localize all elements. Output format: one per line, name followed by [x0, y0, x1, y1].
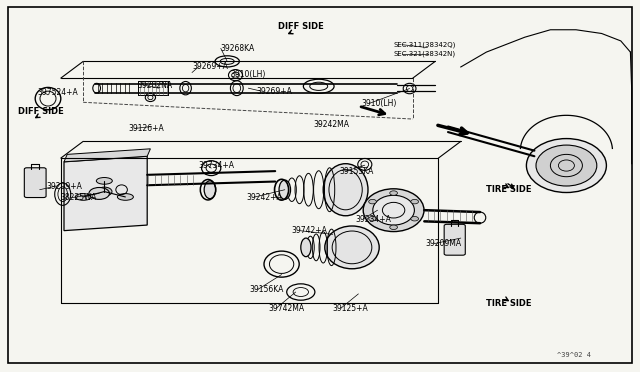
Ellipse shape — [372, 195, 415, 225]
Text: 39269+A: 39269+A — [256, 87, 292, 96]
Ellipse shape — [325, 226, 379, 269]
Text: 39269+A: 39269+A — [192, 62, 228, 71]
Text: SEC.311(38342Q): SEC.311(38342Q) — [394, 41, 456, 48]
Text: 397524+A: 397524+A — [37, 88, 78, 97]
Text: 39209+A: 39209+A — [46, 182, 82, 190]
Text: 39734+A: 39734+A — [198, 161, 234, 170]
Circle shape — [411, 217, 419, 221]
FancyBboxPatch shape — [24, 168, 46, 198]
Polygon shape — [64, 156, 147, 231]
Ellipse shape — [204, 181, 216, 199]
Circle shape — [97, 187, 112, 196]
Text: 3910(LH): 3910(LH) — [230, 70, 266, 79]
Text: ^39^02 4: ^39^02 4 — [557, 352, 591, 358]
Text: 39742MA: 39742MA — [269, 304, 305, 312]
Text: 39268KA: 39268KA — [221, 44, 255, 53]
Ellipse shape — [364, 189, 424, 231]
Text: 39126+A: 39126+A — [128, 124, 164, 133]
Text: 39242+A: 39242+A — [246, 193, 282, 202]
Ellipse shape — [97, 177, 113, 184]
Ellipse shape — [76, 193, 92, 200]
Text: 39156KA: 39156KA — [250, 285, 284, 294]
Polygon shape — [64, 149, 150, 162]
Text: 39234+A: 39234+A — [355, 215, 391, 224]
Ellipse shape — [117, 193, 133, 200]
Text: 39742+A: 39742+A — [291, 226, 327, 235]
Text: 39242MA: 39242MA — [314, 120, 349, 129]
Text: TIRE SIDE: TIRE SIDE — [486, 185, 532, 194]
Circle shape — [390, 225, 397, 230]
Circle shape — [411, 199, 419, 204]
Circle shape — [369, 199, 376, 204]
Ellipse shape — [279, 180, 291, 199]
Text: SEC.321(38342N): SEC.321(38342N) — [394, 51, 456, 57]
Ellipse shape — [526, 139, 607, 193]
Ellipse shape — [323, 164, 368, 216]
FancyBboxPatch shape — [444, 224, 465, 255]
Text: 39125+A: 39125+A — [333, 304, 369, 312]
Text: TIRE SIDE: TIRE SIDE — [486, 299, 532, 308]
Text: 39202NA: 39202NA — [138, 81, 173, 90]
Circle shape — [369, 217, 376, 221]
Text: 3910(LH): 3910(LH) — [362, 99, 397, 108]
Text: 38225WA: 38225WA — [61, 193, 97, 202]
Ellipse shape — [301, 238, 311, 257]
Circle shape — [89, 187, 109, 199]
Circle shape — [390, 191, 397, 195]
Text: DIFF SIDE: DIFF SIDE — [278, 22, 324, 31]
Ellipse shape — [536, 145, 596, 186]
Text: 39209MA: 39209MA — [426, 239, 461, 248]
Text: 39155KA: 39155KA — [339, 167, 374, 176]
Text: DIFF SIDE: DIFF SIDE — [18, 107, 63, 116]
